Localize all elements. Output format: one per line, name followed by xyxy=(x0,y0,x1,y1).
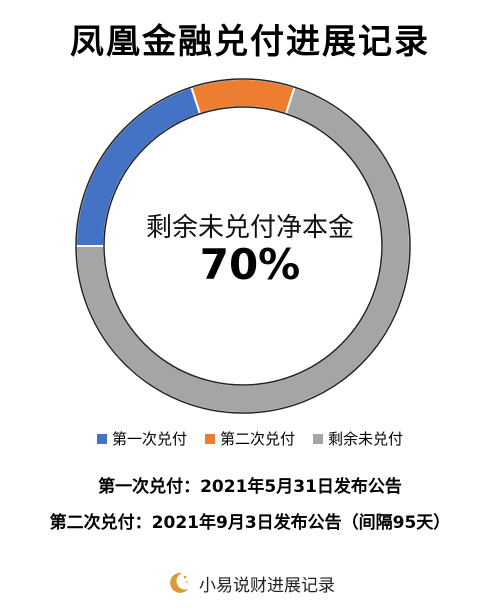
center-value: 70% xyxy=(199,240,301,289)
slice-second-payment xyxy=(190,78,296,116)
legend-label-remaining: 剩余未兑付 xyxy=(328,430,404,448)
donut-outer-ring xyxy=(75,78,411,414)
center-label: 剩余未兑付净本金 xyxy=(145,213,354,243)
legend-item-first: 第一次兑付 xyxy=(96,428,187,449)
moon-logo-icon xyxy=(170,572,188,593)
legend-swatch-blue xyxy=(96,433,107,444)
note-second-payment: 第二次兑付：2021年9月3日发布公告（间隔95天） xyxy=(49,513,451,533)
footer-brand: 小易说财进展记录 xyxy=(199,575,335,596)
donut-inner-ring xyxy=(103,106,383,386)
legend-swatch-orange xyxy=(204,433,215,444)
legend-item-second: 第二次兑付 xyxy=(204,428,295,449)
legend-label-first: 第一次兑付 xyxy=(111,430,187,448)
legend: 第一次兑付 第二次兑付 剩余未兑付 xyxy=(0,428,500,449)
legend-swatch-gray xyxy=(313,433,323,444)
footer: 小易说财进展记录 xyxy=(0,570,500,596)
chart-title: 凤凰金融兑付进展记录 xyxy=(70,22,430,62)
note-first-payment: 第一次兑付：2021年5月31日发布公告 xyxy=(98,477,402,497)
legend-label-second: 第二次兑付 xyxy=(219,430,295,448)
legend-item-remaining: 剩余未兑付 xyxy=(313,428,403,449)
